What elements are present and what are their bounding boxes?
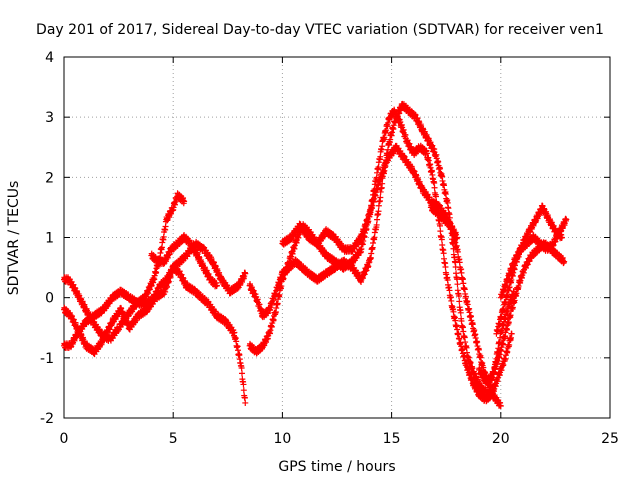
data-point	[442, 264, 449, 271]
y-tick-label: -2	[40, 411, 54, 427]
data-point	[213, 282, 220, 289]
data-point	[457, 309, 464, 316]
data-point	[440, 250, 447, 257]
data-point	[508, 330, 515, 337]
data-point	[373, 221, 380, 228]
data-point	[242, 399, 249, 406]
data-point	[238, 364, 245, 371]
x-tick-label: 10	[273, 431, 291, 447]
data-point	[456, 298, 463, 305]
series-track-b	[61, 190, 188, 344]
series-track-i	[475, 239, 568, 387]
data-point	[241, 394, 248, 401]
data-point	[240, 381, 247, 388]
y-tick-label: -1	[40, 351, 54, 367]
series-track-c	[61, 238, 249, 352]
data-point	[454, 281, 461, 288]
x-tick-label: 0	[60, 431, 69, 447]
series-track-f	[246, 100, 517, 398]
series-track-e	[246, 106, 515, 405]
data-point	[181, 198, 188, 205]
data-point	[375, 208, 382, 215]
y-tick-label: 4	[45, 50, 54, 66]
chart-title: Day 201 of 2017, Sidereal Day-to-day VTE…	[36, 22, 604, 38]
data-point	[242, 270, 249, 277]
y-tick-label: 0	[45, 291, 54, 307]
tick-layer: 0 5 10 15 20 25 -2 -1 0 1 2 3 4	[40, 50, 619, 447]
data-point	[433, 193, 440, 200]
y-axis-label: SDTVAR / TECUs	[6, 181, 22, 296]
data-point	[238, 370, 245, 377]
x-tick-label: 5	[169, 431, 178, 447]
y-tick-label: 2	[45, 170, 54, 186]
series-track-j	[493, 202, 565, 337]
data-point	[240, 387, 247, 394]
x-tick-label: 15	[383, 431, 401, 447]
data-point	[438, 236, 445, 243]
x-axis-label: GPS time / hours	[278, 459, 395, 475]
points-layer	[61, 100, 570, 409]
x-tick-label: 25	[601, 431, 619, 447]
series-track-d	[148, 232, 220, 290]
data-point	[455, 292, 462, 299]
y-tick-label: 1	[45, 231, 54, 247]
y-tick-label: 3	[45, 110, 54, 126]
data-point	[437, 222, 444, 229]
data-point	[377, 194, 384, 201]
series-track-g	[279, 142, 504, 409]
x-tick-label: 20	[492, 431, 510, 447]
data-point	[431, 184, 438, 191]
